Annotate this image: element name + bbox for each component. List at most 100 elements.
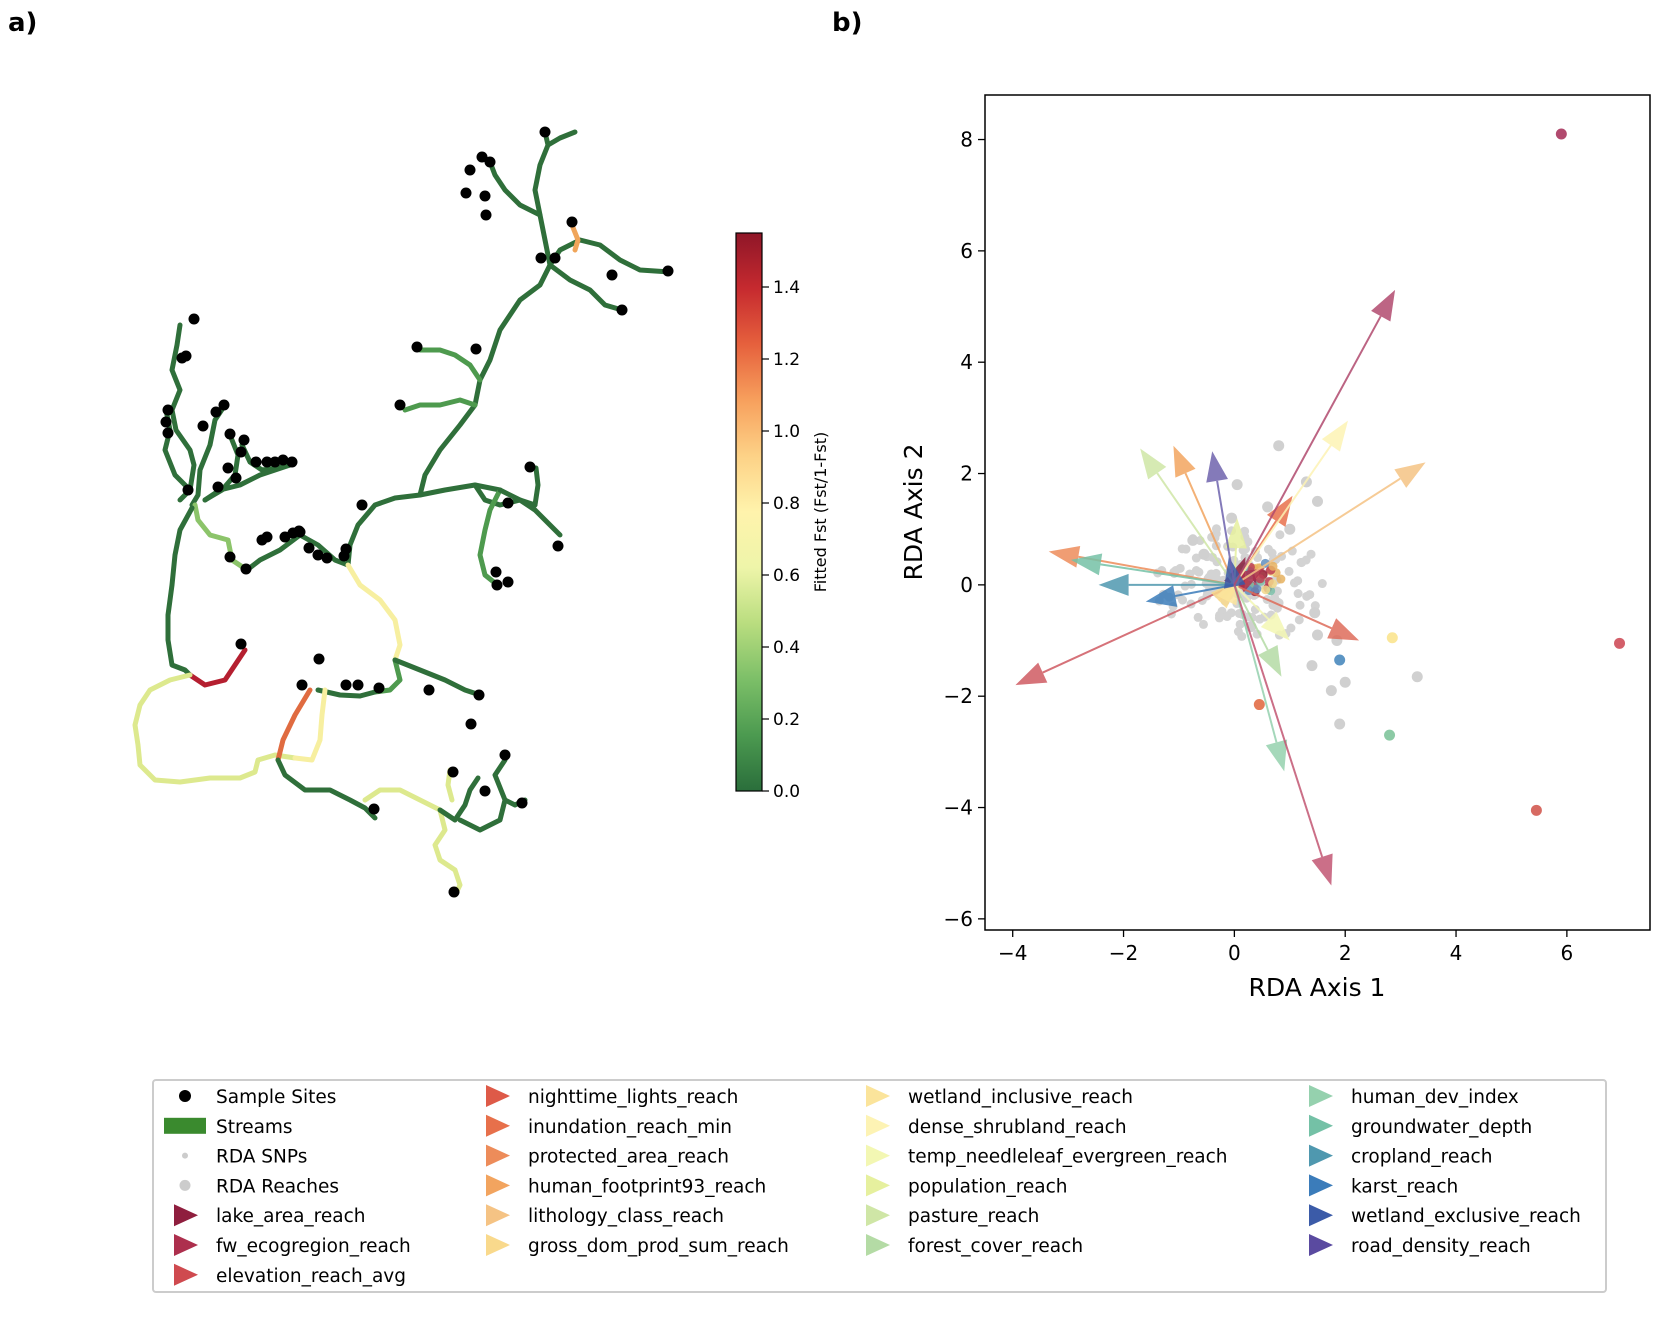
sample-site-dot (279, 531, 291, 543)
x-axis-ticks: −4 −2 0 2 4 6 (998, 930, 1573, 965)
rda-snp-point (1284, 566, 1294, 576)
rda-reach-point (1306, 660, 1318, 672)
rda-reach-point (1334, 718, 1346, 730)
sample-site-dot (616, 304, 628, 316)
rda-core-point (1276, 574, 1286, 584)
stream-segment (275, 757, 378, 821)
rda-reach-point (1411, 671, 1423, 683)
arrow-head (1265, 739, 1288, 772)
sample-site-dot (566, 216, 578, 228)
rda-reach-point (1262, 501, 1274, 513)
arrow-shaft (1233, 584, 1270, 620)
legend-item-sample-sites: Sample Sites (179, 1087, 336, 1108)
sample-site-dot (524, 461, 536, 473)
arrow-human-dev-index (1233, 584, 1288, 772)
rda-biplot: −4 −2 0 2 4 6 −6 −4 −2 0 2 4 6 8 RDA Axis 1 RDA Axis… (899, 94, 1651, 1002)
rda-snp-point (1305, 590, 1315, 600)
sample-site-dot (352, 679, 364, 691)
sample-site-dot (277, 454, 289, 466)
arrow-head (1223, 557, 1246, 589)
legend-label: temp_needleleaf_evergreen_reach (908, 1147, 1228, 1168)
rda-reach-point (1273, 440, 1285, 452)
sample-site-dot (535, 252, 547, 264)
rda-reach-point (1198, 548, 1210, 560)
sample-site-dot (313, 653, 325, 665)
stream-segment (202, 462, 293, 503)
legend-marker (1309, 1234, 1333, 1256)
sample-site-dot (176, 352, 188, 364)
legend-item-wetland-exclusive-reach: wetland_exclusive_reach (1309, 1204, 1581, 1227)
sample-site-dot (662, 265, 674, 277)
stream-segment (457, 757, 508, 833)
rda-reach-point (1226, 512, 1238, 524)
legend-label: population_reach (908, 1176, 1068, 1197)
rda-reach-point (1312, 629, 1323, 641)
rda-reach-point (1386, 632, 1398, 644)
legend-item-cropland-reach: cropland_reach (1309, 1144, 1492, 1168)
stream-segment (497, 487, 563, 538)
legend-label: RDA Reaches (216, 1176, 339, 1197)
sample-site-dot (479, 190, 491, 202)
legend-marker (164, 1117, 206, 1134)
x-tick-label: 0 (1228, 941, 1241, 965)
stream-segment (417, 347, 483, 383)
arrow-head (1048, 545, 1081, 568)
stream-segment (187, 647, 248, 688)
rda-snp-point (1193, 612, 1203, 622)
colorbar-tick-label: 0.6 (773, 566, 800, 586)
arrow-lithology-class-reach (1233, 462, 1426, 586)
sample-site-dot (479, 785, 491, 797)
stream-segment (547, 237, 673, 275)
legend-label: road_density_reach (1351, 1236, 1531, 1257)
rda-snp-point (1294, 615, 1304, 625)
rda-reach-point (1309, 607, 1321, 619)
stream-segment (275, 687, 313, 763)
sample-site-dot (502, 497, 514, 509)
arrow-groundwater-depth (1070, 553, 1235, 586)
rda-snp-point (1214, 610, 1224, 620)
stream-segment (545, 129, 578, 148)
legend-label: wetland_inclusive_reach (908, 1087, 1133, 1108)
stream-segment (169, 322, 197, 503)
legend-marker (866, 1114, 890, 1137)
legend-item-lake-area-reach: lake_area_reach (174, 1204, 365, 1227)
sample-site-dot (162, 404, 174, 416)
sample-site-dot (470, 343, 482, 355)
arrow-head (1140, 448, 1167, 480)
arrow-elevation-reach-avg-neg (1233, 584, 1333, 886)
y-tick-label: −2 (944, 684, 973, 708)
arrow-shaft (1233, 584, 1269, 651)
rda-snp-point (1211, 524, 1221, 534)
y-tick-label: −6 (944, 907, 973, 931)
rda-core-point (1261, 585, 1271, 595)
legend-marker (179, 1179, 191, 1191)
stream-segment (547, 262, 625, 313)
legend-label: pasture_reach (908, 1206, 1039, 1227)
legend-marker (486, 1085, 510, 1107)
sample-site-dot (340, 543, 352, 555)
stream-segment (132, 672, 298, 785)
stream-segment (437, 775, 481, 823)
legend: Sample Sites Streams RDA SNPs RDA Reaches la… (152, 1079, 1607, 1293)
rda-reach-point (1339, 676, 1351, 688)
legend-label: karst_reach (1351, 1176, 1458, 1197)
legend-label: nighttime_lights_reach (528, 1087, 738, 1108)
rda-snp-point (1255, 614, 1265, 624)
rda-snp-point (1240, 526, 1250, 536)
legend-marker (1309, 1114, 1333, 1137)
rda-snp-point (1295, 600, 1305, 610)
legend-item-population-reach: population_reach (866, 1174, 1068, 1197)
rda-snp-point (1191, 553, 1201, 563)
sample-site-dot (490, 566, 502, 578)
arrow-head (1260, 611, 1290, 641)
arrow-shaft (1233, 477, 1401, 586)
rda-arrows-layer (1015, 289, 1426, 886)
rda-reach-point (1187, 534, 1199, 546)
legend-item-streams: Streams (164, 1117, 293, 1138)
stream-segment (315, 687, 378, 699)
arrow-nighttime-lights-reach (1233, 583, 1360, 641)
legend-marker (866, 1234, 890, 1256)
rda-core-point (1252, 584, 1262, 594)
sample-site-dot (296, 679, 308, 691)
sample-site-dot (499, 749, 511, 761)
